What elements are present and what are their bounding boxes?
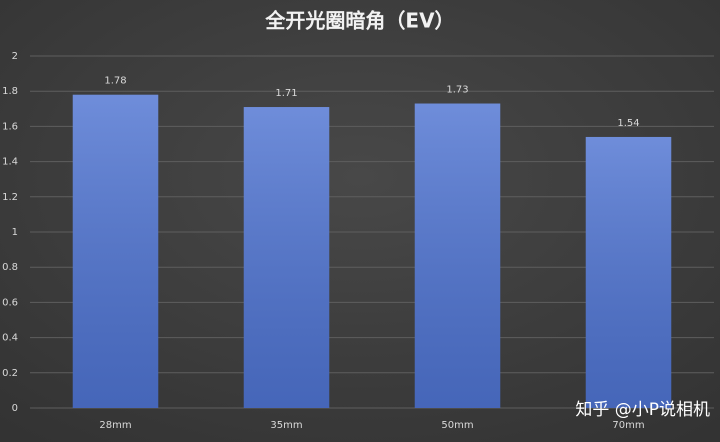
y-tick-label: 1.4 <box>2 157 18 168</box>
bar-shade <box>585 136 672 408</box>
data-label: 1.73 <box>446 85 468 96</box>
bar-shade <box>414 103 501 409</box>
y-tick-label: 1.2 <box>2 192 18 203</box>
data-label: 1.78 <box>104 76 126 87</box>
y-tick-label: 0.6 <box>2 297 18 308</box>
y-tick-label: 2 <box>12 51 18 62</box>
x-tick-label: 50mm <box>441 420 473 431</box>
y-tick-label: 1.6 <box>2 121 18 132</box>
y-tick-label: 0 <box>12 403 18 414</box>
bar-shade <box>72 94 159 408</box>
y-tick-label: 0.8 <box>2 262 18 273</box>
chart-title: 全开光圈暗角（EV） <box>264 9 454 33</box>
x-tick-label: 70mm <box>612 420 644 431</box>
watermark: 知乎 @小P说相机 <box>575 400 710 420</box>
data-label: 1.71 <box>275 88 297 99</box>
y-tick-label: 1.8 <box>2 86 18 97</box>
x-tick-label: 35mm <box>270 420 302 431</box>
y-tick-label: 0.2 <box>2 368 18 379</box>
data-label: 1.54 <box>617 118 639 129</box>
bar-shade <box>243 107 330 408</box>
y-tick-label: 1 <box>12 227 18 238</box>
x-tick-label: 28mm <box>99 420 131 431</box>
y-tick-label: 0.4 <box>2 333 18 344</box>
